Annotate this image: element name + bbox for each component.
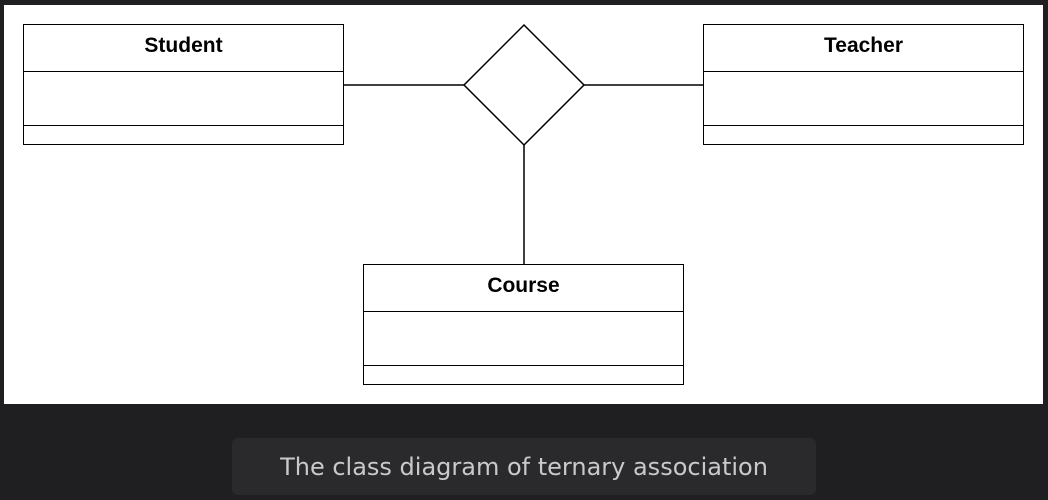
- operations-divider: [364, 365, 683, 366]
- class-box-course: Course: [363, 264, 684, 385]
- class-box-student: Student: [23, 24, 344, 145]
- attributes-divider: [24, 71, 343, 72]
- diagram-canvas: Student Teacher Course: [4, 5, 1043, 404]
- figure-caption: The class diagram of ternary association: [232, 438, 816, 495]
- class-box-teacher: Teacher: [703, 24, 1024, 145]
- operations-divider: [24, 125, 343, 126]
- class-name-student: Student: [144, 34, 223, 57]
- class-name-teacher: Teacher: [824, 34, 903, 57]
- ternary-association-diamond: [462, 23, 586, 147]
- class-name-course: Course: [487, 274, 560, 297]
- attributes-divider: [704, 71, 1023, 72]
- association-connectors: [344, 23, 704, 265]
- operations-divider: [704, 125, 1023, 126]
- attributes-divider: [364, 311, 683, 312]
